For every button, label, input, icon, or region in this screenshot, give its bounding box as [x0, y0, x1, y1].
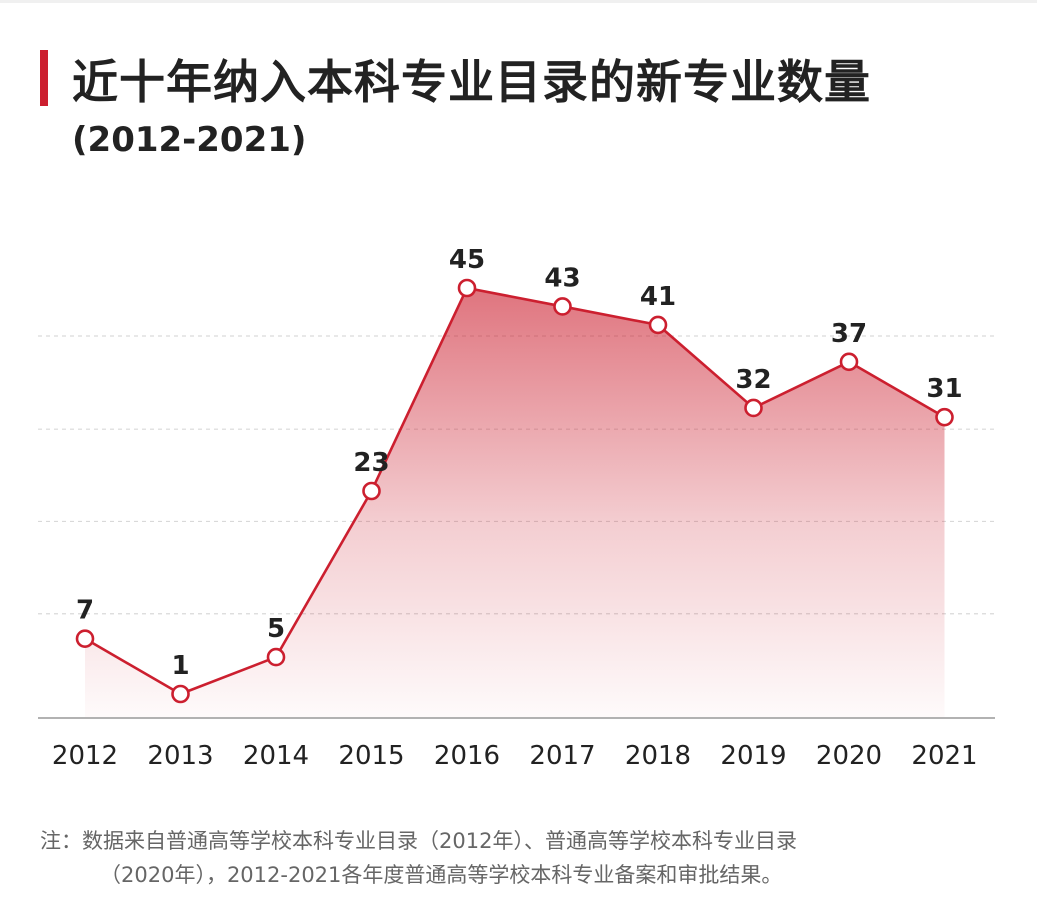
x-tick-2016: 2016 — [434, 741, 500, 771]
x-tick-2018: 2018 — [625, 741, 691, 771]
x-tick-2014: 2014 — [243, 741, 309, 771]
footnote-line-1: 注：数据来自普通高等学校本科专业目录（2012年）、普通高等学校本科专业目录 — [40, 829, 797, 853]
area-fill — [85, 288, 945, 718]
footnote-line-2: （2020年），2012-2021各年度普通高等学校本科专业备案和审批结果。 — [100, 863, 783, 887]
data-point-2019 — [744, 398, 763, 418]
x-tick-2015: 2015 — [338, 741, 404, 771]
data-point-2015 — [362, 481, 381, 501]
data-label-2017: 43 — [544, 263, 580, 293]
chart-subtitle: (2012-2021) — [72, 120, 307, 160]
data-point-2013 — [171, 684, 190, 704]
title-accent-bar — [40, 50, 48, 106]
data-point-2020 — [839, 352, 859, 372]
data-label-2021: 31 — [926, 374, 962, 404]
x-tick-2013: 2013 — [147, 741, 213, 771]
top-divider — [0, 0, 1037, 3]
data-point-2018 — [648, 315, 668, 335]
data-label-2020: 37 — [831, 319, 867, 349]
x-tick-2017: 2017 — [529, 741, 595, 771]
x-tick-2012: 2012 — [52, 741, 118, 771]
area-shape — [85, 288, 945, 718]
data-point-2012 — [75, 629, 95, 648]
series-polyline — [84, 286, 946, 696]
data-label-2018: 41 — [640, 282, 676, 312]
x-tick-2019: 2019 — [720, 741, 786, 771]
series-line — [84, 286, 946, 696]
x-tick-2020: 2020 — [816, 741, 882, 771]
data-point-2016 — [457, 278, 477, 298]
data-label-2015: 23 — [353, 448, 389, 478]
data-point-2014 — [266, 647, 286, 667]
data-label-2012: 7 — [76, 596, 94, 626]
data-point-2017 — [553, 297, 572, 316]
data-label-2013: 1 — [171, 651, 189, 681]
x-tick-labels: 2012 2013 2014 2015 2016 2017 2018 2019 2020 2021 — [52, 741, 978, 771]
footnote: 注：数据来自普通高等学校本科专业目录（2012年）、普通高等学校本科专业目录 （… — [40, 824, 1010, 892]
data-point-2021 — [935, 407, 954, 427]
data-label-2019: 32 — [735, 365, 771, 395]
x-tick-2021: 2021 — [911, 741, 977, 771]
chart-title: 近十年纳入本科专业目录的新专业数量 — [72, 55, 871, 109]
data-points — [75, 278, 954, 704]
data-label-2014: 5 — [267, 614, 285, 644]
data-label-2016: 45 — [449, 245, 485, 275]
